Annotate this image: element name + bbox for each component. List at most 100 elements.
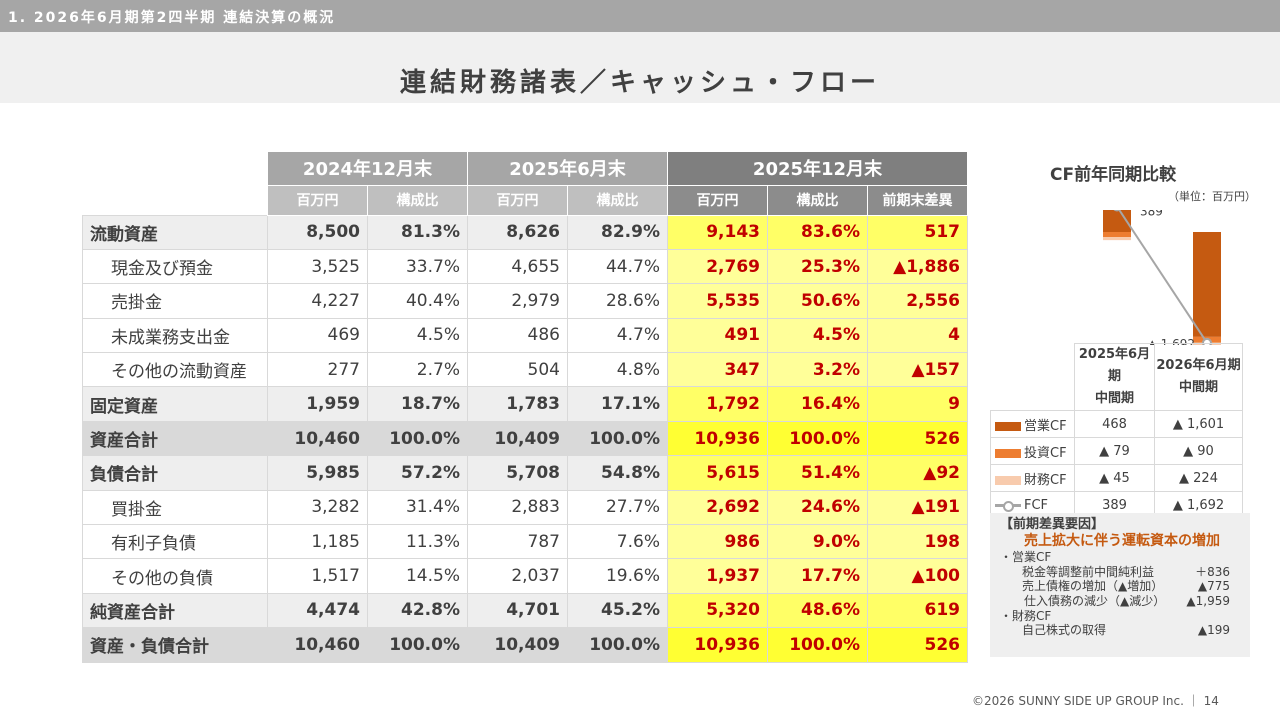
table-cell: 27.7% — [567, 489, 668, 526]
column-header: 百万円 — [467, 184, 568, 216]
table-cell: 198 — [867, 524, 968, 560]
table-cell: 4,227 — [267, 283, 368, 319]
table-cell: 2,692 — [667, 489, 768, 526]
cf-row: 投資CF ▲ 79 ▲ 90 — [990, 437, 1243, 465]
table-cell: ▲100 — [867, 558, 968, 594]
table-cell: 1,792 — [667, 386, 768, 422]
table-cell: 3,282 — [267, 489, 368, 526]
page-title: 連結財務諸表／キャッシュ・フロー — [399, 68, 880, 98]
section-header: 1. 2026年6月期第2四半期 連結決算の概況 — [0, 0, 1280, 32]
table-cell: 1,517 — [267, 558, 368, 594]
row-label: 買掛金 — [82, 489, 268, 526]
table-cell: 100.0% — [567, 420, 668, 457]
table-cell: 1,783 — [467, 386, 568, 422]
table-corner — [82, 150, 268, 185]
period-header: 2025年6月末 — [467, 150, 668, 186]
table-cell: 347 — [667, 352, 768, 388]
table-cell: 28.6% — [567, 283, 668, 319]
table-cell: ▲1,886 — [867, 248, 968, 285]
table-cell: 3,525 — [267, 248, 368, 285]
table-cell: 83.6% — [767, 214, 868, 250]
cf-row: 財務CF ▲ 45 ▲ 224 — [990, 464, 1243, 492]
legend-swatch-financing — [995, 475, 1021, 485]
table-cell: 491 — [667, 317, 768, 354]
cf-chart: 389 ▲ 1,692 — [1103, 210, 1221, 345]
table-cell: 10,460 — [267, 420, 368, 457]
row-label: 売掛金 — [82, 283, 268, 319]
column-header: 構成比 — [767, 184, 868, 216]
table-cell: 100.0% — [367, 420, 468, 457]
table-cell: 54.8% — [567, 455, 668, 491]
title-band — [0, 32, 1280, 103]
balance-sheet-table: 2024年12月末 2025年6月末 2025年12月末 百万円 構成比 百万円… — [82, 150, 968, 663]
table-cell: 57.2% — [367, 455, 468, 491]
table-cell: 25.3% — [767, 248, 868, 285]
table-cell: 2,979 — [467, 283, 568, 319]
table-cell: 9 — [867, 386, 968, 422]
table-cell: 7.6% — [567, 524, 668, 560]
table-row: 未成業務支出金 469 4.5% 486 4.7% 491 4.5% 4 — [82, 317, 968, 354]
table-row: 資産・負債合計 10,460 100.0% 10,409 100.0% 10,936 100… — [82, 627, 968, 663]
table-cell: 8,626 — [467, 214, 568, 250]
table-cell: 986 — [667, 524, 768, 560]
cf-unit: （単位：百万円） — [1168, 190, 1256, 203]
row-label: 有利子負債 — [82, 524, 268, 560]
fcf-point — [1113, 210, 1121, 212]
table-cell: 5,615 — [667, 455, 768, 491]
table-cell: 11.3% — [367, 524, 468, 560]
column-header: 構成比 — [367, 184, 468, 216]
table-row: 純資産合計 4,474 42.8% 4,701 45.2% 5,320 48.6% 619 — [82, 592, 968, 629]
variance-factors-box: 【前期差異要因】 売上拡大に伴う運転資本の増加 ・営業CF 税金等調整前中間純利… — [990, 513, 1250, 657]
table-cell: 4,655 — [467, 248, 568, 285]
table-cell: 17.7% — [767, 558, 868, 594]
table-row: その他の流動資産 277 2.7% 504 4.8% 347 3.2% ▲157 — [82, 352, 968, 388]
cf-table-corner — [991, 344, 1075, 411]
column-header: 前期末差異 — [867, 184, 968, 216]
table-cell: 4.5% — [767, 317, 868, 354]
period-header: 2025年12月末 — [667, 150, 968, 186]
table-cell: 526 — [867, 627, 968, 663]
table-cell: 24.6% — [767, 489, 868, 526]
table-cell: ▲191 — [867, 489, 968, 526]
table-row: 有利子負債 1,185 11.3% 787 7.6% 986 9.0% 198 — [82, 524, 968, 560]
table-cell: 1,185 — [267, 524, 368, 560]
table-cell: 19.6% — [567, 558, 668, 594]
table-cell: 40.4% — [367, 283, 468, 319]
table-cell: 10,409 — [467, 420, 568, 457]
table-row: 現金及び預金 3,525 33.7% 4,655 44.7% 2,769 25.3% ▲1,8… — [82, 248, 968, 285]
table-row: 資産合計 10,460 100.0% 10,409 100.0% 10,936 100.0%… — [82, 420, 968, 457]
cf-col-header: 2026年6月期 中間期 — [1154, 343, 1243, 411]
table-cell: 81.3% — [367, 214, 468, 250]
table-cell: 9,143 — [667, 214, 768, 250]
bar-operating-cf — [1193, 232, 1221, 337]
table-cell: 48.6% — [767, 592, 868, 629]
table-cell: 4.5% — [367, 317, 468, 354]
table-cell: 504 — [467, 352, 568, 388]
table-cell: 3.2% — [767, 352, 868, 388]
table-cell: 2,556 — [867, 283, 968, 319]
factor-item: 売上債権の増加（▲増加） ▲775 — [1022, 579, 1230, 594]
row-label: 資産・負債合計 — [82, 627, 268, 663]
table-cell: 16.4% — [767, 386, 868, 422]
table-cell: 42.8% — [367, 592, 468, 629]
row-label: その他の負債 — [82, 558, 268, 594]
table-cell: 18.7% — [367, 386, 468, 422]
table-cell: 45.2% — [567, 592, 668, 629]
table-corner — [82, 185, 268, 215]
table-cell: 277 — [267, 352, 368, 388]
table-cell: 100.0% — [767, 420, 868, 457]
bar-investing-cf — [1103, 232, 1131, 238]
table-cell: 100.0% — [767, 627, 868, 663]
cf-table: 2025年6月期 中間期 2026年6月期 中間期 営業CF 468 ▲ 1,601 … — [990, 343, 1243, 519]
table-cell: ▲157 — [867, 352, 968, 388]
table-cell: ▲92 — [867, 455, 968, 491]
table-cell: 4,701 — [467, 592, 568, 629]
table-cell: 17.1% — [567, 386, 668, 422]
table-row: 負債合計 5,985 57.2% 5,708 54.8% 5,615 51.4% ▲92 — [82, 455, 968, 491]
table-cell: 5,535 — [667, 283, 768, 319]
table-row: 買掛金 3,282 31.4% 2,883 27.7% 2,692 24.6% ▲191 — [82, 489, 968, 526]
table-cell: 469 — [267, 317, 368, 354]
column-header: 構成比 — [567, 184, 668, 216]
bar-financing-cf — [1103, 237, 1131, 241]
table-cell: 82.9% — [567, 214, 668, 250]
